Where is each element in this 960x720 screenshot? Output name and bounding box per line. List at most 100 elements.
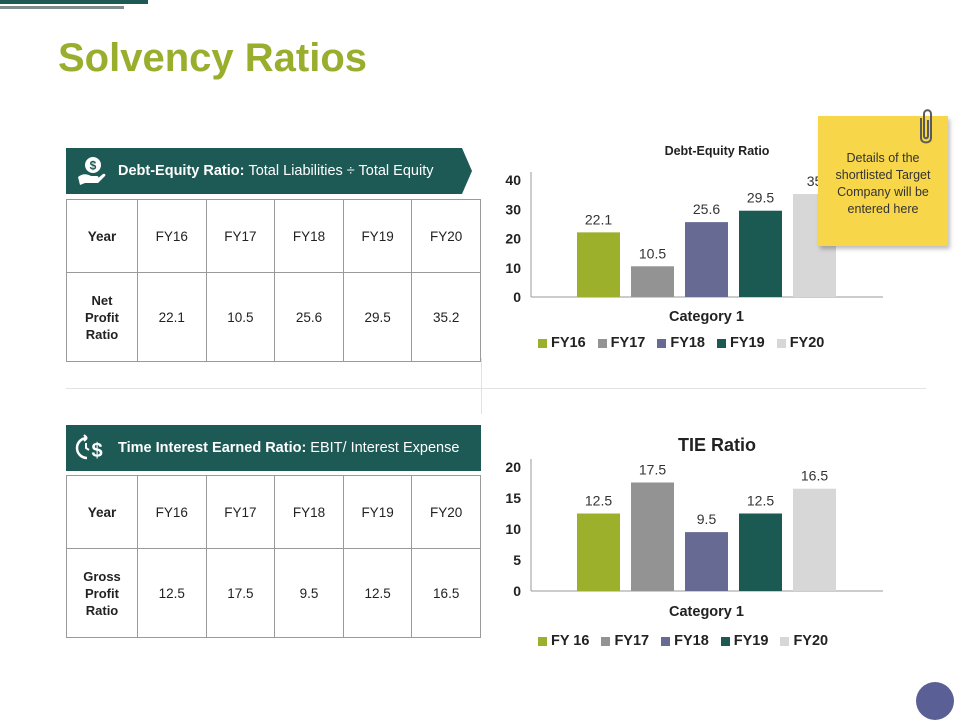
table-cell: 16.5 xyxy=(411,548,481,638)
table-header-cell: FY18 xyxy=(274,475,344,549)
legend-label: FY17 xyxy=(610,335,646,351)
data-label: 10.5 xyxy=(639,245,666,261)
top-accent-bar xyxy=(0,0,148,4)
svg-text:$: $ xyxy=(91,440,102,462)
section-divider-vertical xyxy=(481,358,482,414)
bar-fy18 xyxy=(685,222,728,297)
legend-label: FY18 xyxy=(670,335,706,351)
row-label-line: Net xyxy=(91,292,113,308)
top-accent-bar-secondary xyxy=(0,6,124,9)
table-cell: 12.5 xyxy=(342,548,413,638)
y-tick-label: 20 xyxy=(505,231,521,247)
debt-equity-chart: Debt-Equity Ratio 0 10 20 30 40 22.1 10.5 25.6 29… xyxy=(488,138,888,358)
bar-fy16 xyxy=(577,513,620,591)
legend-swatch xyxy=(538,636,547,646)
table-header-cell: FY17 xyxy=(205,199,276,273)
y-tick-label: 5 xyxy=(513,552,521,568)
legend-label: FY16 xyxy=(551,335,586,351)
clock-dollar-icon: $ xyxy=(74,431,108,465)
chart-title: TIE Ratio xyxy=(678,435,756,455)
y-tick-label: 0 xyxy=(513,583,521,599)
data-label: 12.5 xyxy=(747,493,774,509)
data-label: 16.5 xyxy=(801,468,828,484)
y-tick-label: 30 xyxy=(505,201,521,217)
debt-equity-banner: $ Debt-Equity Ratio: Total Liabilities ÷… xyxy=(66,148,472,194)
legend-label: FY20 xyxy=(793,633,829,649)
legend-label: FY18 xyxy=(674,633,709,649)
legend-item: FY17 xyxy=(601,633,649,649)
legend-swatch xyxy=(597,338,607,348)
legend-item: FY19 xyxy=(720,633,769,649)
table-header-cell: FY16 xyxy=(137,475,207,549)
legend-swatch xyxy=(776,338,786,348)
navigation-circle-button[interactable] xyxy=(916,682,954,720)
paperclip-icon xyxy=(914,108,936,151)
sticky-note-text: Details of the shortlisted Target Compan… xyxy=(835,151,931,216)
table-header-cell: Year xyxy=(66,199,138,273)
row-label-line: Ratio xyxy=(85,326,119,342)
legend-label: FY20 xyxy=(789,335,825,351)
bar-fy17 xyxy=(631,266,674,297)
y-tick-label: 20 xyxy=(505,459,521,475)
legend-swatch xyxy=(661,636,671,646)
legend-item: FY 16 xyxy=(538,633,589,649)
table-header-cell: FY19 xyxy=(342,475,413,549)
banner-formula: EBIT/ Interest Expense xyxy=(310,440,460,456)
banner-title: Time Interest Earned Ratio: xyxy=(118,440,307,456)
row-label-cell: Net Profit Ratio xyxy=(66,272,138,362)
chart-legend: FY 16 FY17 FY18 FY19 FY20 xyxy=(538,633,840,649)
debt-equity-table: Year FY16 FY17 FY18 FY19 FY20 Net Profit… xyxy=(66,199,481,362)
chart-legend: FY16 FY17 FY18 FY19 FY20 xyxy=(538,335,836,351)
bar-fy19 xyxy=(739,210,782,297)
legend-swatch xyxy=(720,636,730,646)
row-label-line: Ratio xyxy=(85,602,119,618)
dollar-hand-icon: $ xyxy=(74,154,108,188)
legend-label: FY19 xyxy=(730,335,765,351)
tie-ratio-banner: $ Time Interest Earned Ratio: EBIT/ Inte… xyxy=(66,425,481,471)
table-header-cell: FY17 xyxy=(205,475,276,549)
table-header-cell: FY20 xyxy=(411,199,481,273)
legend-swatch xyxy=(601,636,611,646)
legend-swatch xyxy=(657,338,667,348)
table-row: Year FY16 FY17 FY18 FY19 FY20 xyxy=(66,475,481,549)
svg-text:$: $ xyxy=(90,159,97,173)
legend-label: FY17 xyxy=(614,633,650,649)
data-label: 12.5 xyxy=(585,493,612,509)
row-label-line: Profit xyxy=(85,585,119,601)
table-cell: 22.1 xyxy=(137,272,207,362)
banner-title: Debt-Equity Ratio: xyxy=(118,163,245,179)
table-cell: 17.5 xyxy=(205,548,276,638)
table-cell: 9.5 xyxy=(274,548,344,638)
data-label: 9.5 xyxy=(697,511,717,527)
y-tick-label: 10 xyxy=(505,521,521,537)
table-header-cell: FY16 xyxy=(137,199,207,273)
section-divider xyxy=(66,388,926,389)
x-axis-label: Category 1 xyxy=(669,309,744,325)
table-cell: 35.2 xyxy=(411,272,481,362)
legend-item: FY17 xyxy=(597,335,646,351)
legend-item: FY19 xyxy=(717,335,765,351)
data-label: 17.5 xyxy=(639,462,666,478)
legend-item: FY20 xyxy=(776,335,825,351)
legend-swatch xyxy=(780,636,790,646)
tie-ratio-table: Year FY16 FY17 FY18 FY19 FY20 Gross Prof… xyxy=(66,475,481,638)
table-header-cell: Year xyxy=(66,475,138,549)
table-cell: 29.5 xyxy=(342,272,413,362)
data-label: 29.5 xyxy=(747,190,774,206)
banner-formula: Total Liabilities ÷ Total Equity xyxy=(248,163,434,179)
legend-item: FY18 xyxy=(661,633,709,649)
tie-ratio-chart: TIE Ratio 0 5 10 15 20 12.5 17.5 9.5 12.5 16.5 Cate… xyxy=(488,428,888,658)
chart-title: Debt-Equity Ratio xyxy=(665,144,770,158)
tie-ratio-chart-svg: TIE Ratio 0 5 10 15 20 12.5 17.5 9.5 12.5 16.5 Cate… xyxy=(505,435,883,620)
table-cell: 25.6 xyxy=(274,272,344,362)
y-tick-label: 0 xyxy=(513,289,521,305)
table-row: Net Profit Ratio 22.1 10.5 25.6 29.5 35.… xyxy=(66,272,481,362)
legend-item: FY18 xyxy=(657,335,705,351)
table-header-cell: FY18 xyxy=(274,199,344,273)
legend-label: FY19 xyxy=(733,633,769,649)
legend-item: FY20 xyxy=(780,633,828,649)
y-tick-label: 10 xyxy=(505,260,521,276)
bar-fy17 xyxy=(631,482,674,591)
legend-item: FY16 xyxy=(538,335,586,351)
y-tick-label: 40 xyxy=(505,172,521,188)
